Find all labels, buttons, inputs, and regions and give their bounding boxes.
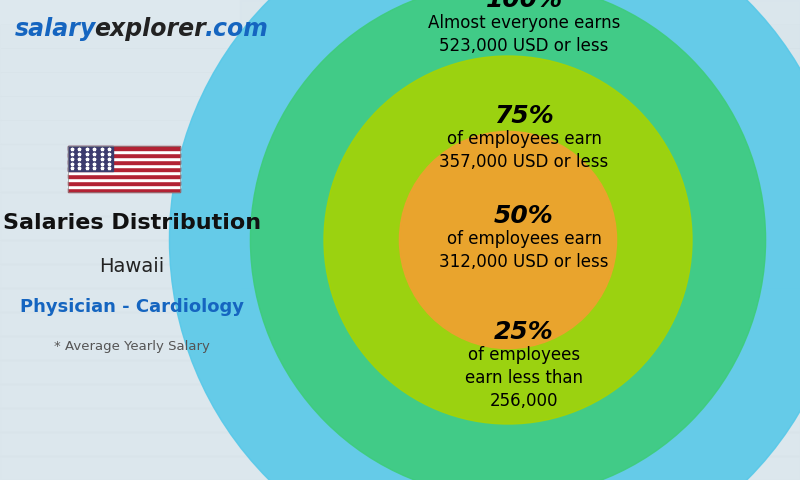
Bar bbox=[68, 146, 180, 192]
Ellipse shape bbox=[399, 132, 617, 348]
Bar bbox=[0, 0, 800, 24]
Bar bbox=[0, 288, 800, 312]
Bar bbox=[68, 168, 180, 171]
Bar bbox=[0, 168, 800, 192]
Bar bbox=[0, 144, 800, 168]
Bar bbox=[68, 146, 180, 150]
Text: Physician - Cardiology: Physician - Cardiology bbox=[20, 298, 244, 316]
Bar bbox=[68, 174, 180, 178]
Bar bbox=[68, 171, 180, 174]
Text: 357,000 USD or less: 357,000 USD or less bbox=[439, 153, 609, 171]
Bar bbox=[0, 216, 800, 240]
Text: salary: salary bbox=[14, 17, 96, 41]
Bar bbox=[0, 264, 800, 288]
Bar bbox=[0, 312, 800, 336]
Text: 25%: 25% bbox=[494, 320, 554, 344]
Text: Salaries Distribution: Salaries Distribution bbox=[3, 213, 261, 233]
Bar bbox=[68, 178, 180, 181]
Bar bbox=[0, 24, 800, 48]
Text: 50%: 50% bbox=[494, 204, 554, 228]
Text: of employees: of employees bbox=[468, 346, 580, 364]
Text: 312,000 USD or less: 312,000 USD or less bbox=[439, 253, 609, 271]
Bar bbox=[0, 192, 800, 216]
Bar bbox=[68, 185, 180, 189]
Bar bbox=[68, 189, 180, 192]
Text: 100%: 100% bbox=[486, 0, 562, 12]
Ellipse shape bbox=[250, 0, 766, 480]
Text: 75%: 75% bbox=[494, 104, 554, 128]
Bar bbox=[0, 384, 800, 408]
Text: Almost everyone earns: Almost everyone earns bbox=[428, 14, 620, 32]
Bar bbox=[68, 154, 180, 157]
Bar bbox=[240, 0, 800, 288]
Bar bbox=[68, 146, 113, 171]
Bar bbox=[68, 160, 180, 164]
Bar bbox=[68, 157, 180, 160]
Bar bbox=[0, 456, 800, 480]
Bar bbox=[0, 240, 800, 264]
Bar bbox=[0, 432, 800, 456]
Text: Hawaii: Hawaii bbox=[99, 257, 165, 276]
Text: of employees earn: of employees earn bbox=[446, 230, 602, 248]
Text: earn less than: earn less than bbox=[465, 369, 583, 387]
Ellipse shape bbox=[170, 0, 800, 480]
Bar bbox=[0, 408, 800, 432]
Ellipse shape bbox=[324, 56, 692, 424]
Bar bbox=[0, 120, 800, 144]
Bar bbox=[68, 150, 180, 154]
Text: 256,000: 256,000 bbox=[490, 392, 558, 410]
Bar bbox=[0, 48, 800, 72]
Text: explorer: explorer bbox=[94, 17, 206, 41]
Bar bbox=[0, 336, 800, 360]
Text: .com: .com bbox=[205, 17, 269, 41]
Bar bbox=[68, 164, 180, 168]
Text: * Average Yearly Salary: * Average Yearly Salary bbox=[54, 340, 210, 353]
Bar bbox=[0, 96, 800, 120]
Bar bbox=[0, 72, 800, 96]
Text: 523,000 USD or less: 523,000 USD or less bbox=[439, 37, 609, 55]
Bar bbox=[0, 360, 800, 384]
Text: of employees earn: of employees earn bbox=[446, 130, 602, 148]
Bar bbox=[68, 181, 180, 185]
